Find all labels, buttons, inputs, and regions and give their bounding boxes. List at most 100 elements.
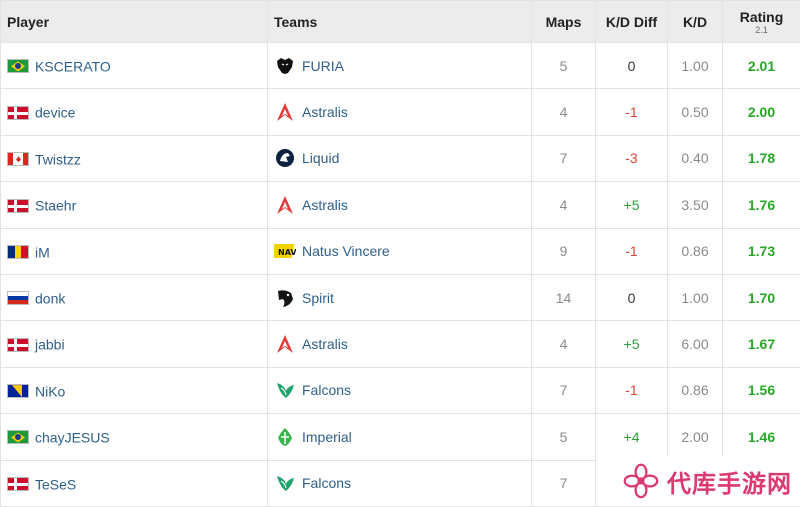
table-header-row: Player Teams Maps K/D Diff K/D Rating 2.… [1,1,800,43]
header-teams[interactable]: Teams [268,1,532,43]
team-cell: Liquid [268,135,532,181]
player-cell: chayJESUS [1,414,268,460]
team-link[interactable]: Astralis [302,104,348,120]
svg-text:NAVI: NAVI [278,248,296,257]
navi-icon[interactable]: NAVI [274,240,296,262]
denmark-flag-icon [7,477,29,491]
team-link[interactable]: Astralis [302,197,348,213]
kd-diff-cell: -1 [596,228,668,274]
maps-cell: 4 [532,182,596,228]
kd-cell: 6.00 [668,321,723,367]
team-cell: Spirit [268,274,532,320]
team-link[interactable]: Imperial [302,429,352,445]
player-link[interactable]: Staehr [35,198,76,214]
rating-cell: 1.73 [723,228,800,274]
watermark-text: 代库手游网 [667,464,792,499]
team-link[interactable]: Natus Vincere [302,243,390,259]
header-maps[interactable]: Maps [532,1,596,43]
header-rating-label: Rating [723,9,800,25]
header-rating[interactable]: Rating 2.1 [723,1,800,43]
denmark-flag-icon [7,199,29,213]
team-link[interactable]: Astralis [302,336,348,352]
falcons-icon[interactable] [274,472,296,494]
team-link[interactable]: Falcons [302,475,351,491]
spirit-dragon-icon[interactable] [274,287,296,309]
team-cell: Falcons [268,460,532,506]
player-cell: donk [1,274,268,320]
team-cell: Falcons [268,367,532,413]
player-link[interactable]: Twistzz [35,151,81,167]
astralis-star-icon[interactable] [274,101,296,123]
header-rating-version: 2.1 [723,26,800,35]
maps-cell: 4 [532,321,596,367]
player-cell: NiKo [1,367,268,413]
brazil-flag-icon [7,59,29,73]
imperial-icon[interactable] [274,426,296,448]
team-link[interactable]: Liquid [302,150,339,166]
furia-panther-icon[interactable] [274,55,296,77]
kd-cell: 2.00 [668,414,723,460]
kd-cell: 3.50 [668,182,723,228]
header-kd[interactable]: K/D [668,1,723,43]
liquid-horse-icon[interactable] [274,147,296,169]
kd-diff-cell: 0 [596,43,668,89]
denmark-flag-icon [7,106,29,120]
kd-cell: 1.00 [668,274,723,320]
kd-diff-cell: -1 [596,367,668,413]
kd-cell: 0.86 [668,228,723,274]
player-link[interactable]: iM [35,244,50,260]
player-link[interactable]: donk [35,290,65,306]
rating-cell: 1.56 [723,367,800,413]
astralis-star-icon[interactable] [274,333,296,355]
kd-diff-cell: +5 [596,321,668,367]
player-cell: KSCERATO [1,43,268,89]
player-link[interactable]: NiKo [35,383,65,399]
player-cell: TeSeS [1,460,268,506]
player-link[interactable]: chayJESUS [35,429,110,445]
rating-cell: 1.70 [723,274,800,320]
russia-flag-icon [7,291,29,305]
team-cell: Astralis [268,321,532,367]
header-player[interactable]: Player [1,1,268,43]
maps-cell: 4 [532,89,596,135]
team-link[interactable]: Spirit [302,290,334,306]
player-link[interactable]: TeSeS [35,476,76,492]
team-link[interactable]: Falcons [302,382,351,398]
maps-cell: 7 [532,367,596,413]
kd-cell: 0.50 [668,89,723,135]
bosnia-flag-icon [7,384,29,398]
player-link[interactable]: jabbi [35,337,65,353]
falcons-icon[interactable] [274,379,296,401]
rating-cell: 2.01 [723,43,800,89]
brazil-flag-icon [7,430,29,444]
kd-cell: 0.40 [668,135,723,181]
rating-cell: 1.46 [723,414,800,460]
team-link[interactable]: FURIA [302,58,344,74]
kd-cell: 0.86 [668,367,723,413]
player-cell: Twistzz [1,135,268,181]
canada-flag-icon [7,152,29,166]
maps-cell: 5 [532,414,596,460]
maps-cell: 14 [532,274,596,320]
maps-cell: 5 [532,43,596,89]
team-cell: Imperial [268,414,532,460]
header-kd-diff[interactable]: K/D Diff [596,1,668,43]
player-cell: Staehr [1,182,268,228]
watermark: 代库手游网 [597,456,800,506]
astralis-star-icon[interactable] [274,194,296,216]
romania-flag-icon [7,245,29,259]
player-link[interactable]: device [35,105,75,121]
player-cell: iM [1,228,268,274]
rating-cell: 2.00 [723,89,800,135]
denmark-flag-icon [7,338,29,352]
player-link[interactable]: KSCERATO [35,58,111,74]
rating-cell: 1.76 [723,182,800,228]
